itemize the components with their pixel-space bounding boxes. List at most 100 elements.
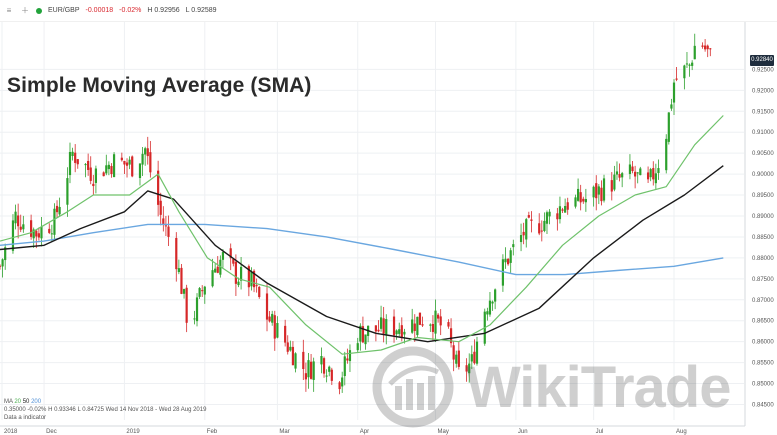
candle-body xyxy=(37,233,40,238)
candle-body xyxy=(431,323,435,332)
candle-body xyxy=(494,289,497,302)
candle-body xyxy=(273,315,276,339)
candle-body xyxy=(688,64,691,66)
candle-body xyxy=(548,211,551,217)
legend-low: L 0.84725 xyxy=(77,407,104,413)
market-open-icon xyxy=(36,7,42,14)
candle-body xyxy=(538,223,541,234)
candle-body xyxy=(429,324,432,326)
x-tick-label: Jun xyxy=(518,429,528,435)
candle-body xyxy=(693,45,696,60)
wikitrade-logo-icon xyxy=(372,346,454,428)
candle-body xyxy=(670,104,673,109)
candle-body xyxy=(312,361,315,380)
add-chart-icon[interactable]: ＋ xyxy=(21,6,29,15)
candle-body xyxy=(709,48,712,50)
candle-body xyxy=(468,363,471,374)
candle-body xyxy=(247,266,250,288)
candle-body xyxy=(398,329,401,334)
y-tick-label: 0.90500 xyxy=(752,151,774,157)
candle-body xyxy=(566,202,569,210)
candle-body xyxy=(157,170,160,205)
candle-body xyxy=(449,328,453,344)
candle-body xyxy=(330,369,333,381)
y-tick-label: 0.88500 xyxy=(752,235,774,241)
candle-body xyxy=(447,322,450,327)
legend-footnote: Data a indicator xyxy=(4,415,47,421)
candle-body xyxy=(198,288,201,297)
ma-period-50[interactable]: 50 xyxy=(22,399,30,405)
candle-body xyxy=(120,157,123,161)
candle-body xyxy=(271,313,274,323)
candle-body xyxy=(631,166,634,172)
candle-body xyxy=(71,151,74,156)
menu-icon[interactable]: ≡ xyxy=(6,6,12,15)
candle-body xyxy=(195,297,199,322)
candle-body xyxy=(229,248,232,259)
candle-body xyxy=(530,219,533,221)
price-change-percent: -0.02% xyxy=(119,7,142,14)
candle-body xyxy=(105,165,108,174)
candle-body xyxy=(400,325,403,339)
candle-body xyxy=(584,198,587,203)
x-tick-label: Apr xyxy=(360,429,369,435)
candle-body xyxy=(53,208,56,235)
ma-label: MA xyxy=(4,399,13,405)
candle-body xyxy=(102,172,105,177)
candle-body xyxy=(284,325,287,343)
candle-body xyxy=(561,209,564,211)
candle-body xyxy=(506,258,510,265)
candle-body xyxy=(50,233,53,235)
candle-body xyxy=(416,316,419,336)
candle-body xyxy=(110,166,113,175)
candle-body xyxy=(221,252,225,260)
y-tick-label: 0.91000 xyxy=(752,130,774,136)
indicator-legend: MA 20 50 200 0.35000 -0.02% H 0.93346 L … xyxy=(4,398,206,422)
candle-body xyxy=(182,289,186,294)
candle-body xyxy=(250,271,253,287)
candle-body xyxy=(4,247,7,261)
candle-body xyxy=(302,351,305,370)
price-change: -0.00018 xyxy=(85,7,114,14)
candle-body xyxy=(582,198,585,202)
candle-body xyxy=(131,156,134,177)
candle-body xyxy=(17,215,20,227)
candle-body xyxy=(55,205,59,213)
candle-body xyxy=(19,226,22,230)
y-tick-label: 0.87000 xyxy=(752,298,774,304)
candle-body xyxy=(84,164,87,166)
candle-body xyxy=(374,325,377,332)
ma-period-20[interactable]: 20 xyxy=(14,399,22,405)
candle-body xyxy=(634,171,637,177)
chart-headline: Simple Moving Average (SMA) xyxy=(7,74,312,97)
candle-body xyxy=(325,375,328,377)
candle-body xyxy=(525,219,528,240)
candle-body xyxy=(162,218,165,225)
candle-body xyxy=(418,312,422,325)
candle-body xyxy=(361,326,365,343)
candle-body xyxy=(522,231,525,236)
candle-body xyxy=(379,317,383,329)
y-tick-label: 0.88000 xyxy=(752,256,774,262)
candle-body xyxy=(307,360,310,378)
candle-body xyxy=(434,310,437,334)
candle-body xyxy=(452,345,455,360)
ma-period-200[interactable]: 200 xyxy=(31,399,42,405)
candle-body xyxy=(377,329,380,332)
candle-body xyxy=(107,164,110,170)
candle-body xyxy=(382,318,385,334)
candle-body xyxy=(320,356,323,365)
candle-body xyxy=(239,266,243,281)
candle-body xyxy=(437,314,440,319)
candle-body xyxy=(491,301,494,304)
candle-body xyxy=(683,65,686,79)
instrument-symbol[interactable]: EUR/GBP xyxy=(48,7,80,14)
candle-body xyxy=(685,63,689,65)
candle-body xyxy=(304,373,307,380)
y-tick-label: 0.89500 xyxy=(752,193,774,199)
candle-body xyxy=(579,192,582,203)
candle-body xyxy=(234,261,238,284)
candle-body xyxy=(87,160,90,170)
